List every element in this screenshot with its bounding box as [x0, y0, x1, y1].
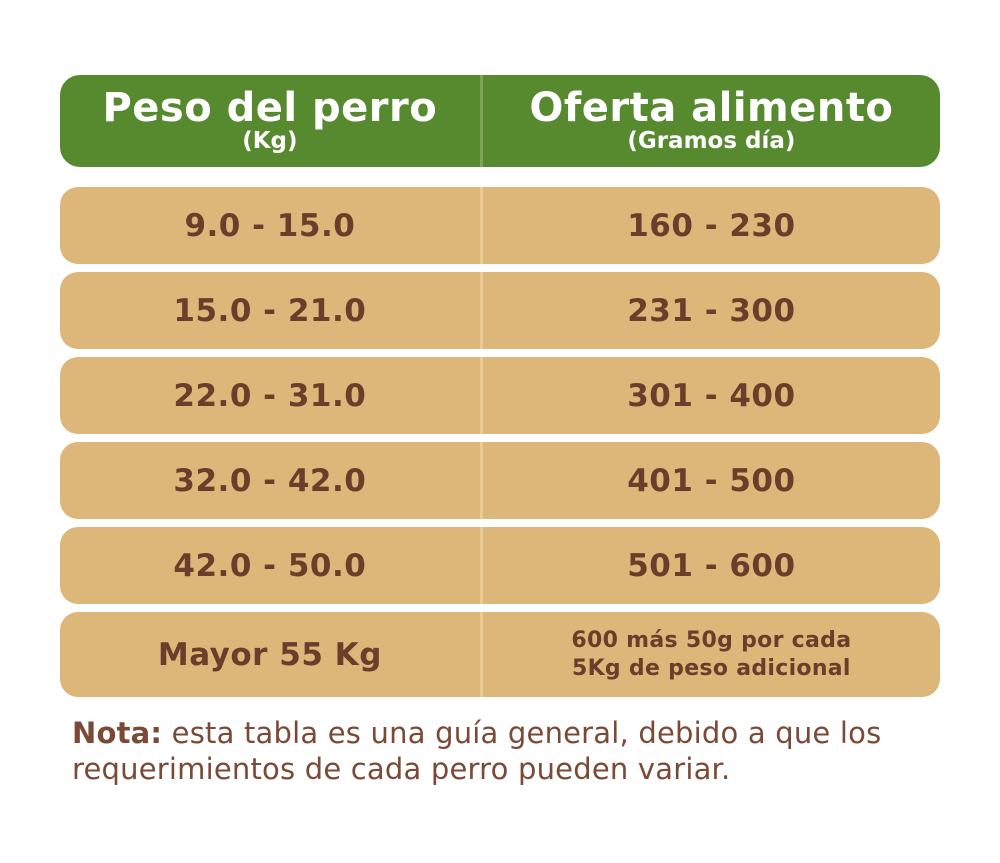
food-value: 401 - 500 [627, 462, 796, 499]
food-cell: 231 - 300 [483, 272, 940, 349]
column-divider [479, 75, 483, 167]
weight-value: 32.0 - 42.0 [173, 462, 367, 499]
weight-value: Mayor 55 Kg [157, 636, 382, 673]
table-row: 42.0 - 50.0 501 - 600 [60, 527, 940, 604]
footnote: Nota: esta tabla es una guía general, de… [72, 716, 938, 788]
table-row: 32.0 - 42.0 401 - 500 [60, 442, 940, 519]
food-value: 501 - 600 [627, 547, 796, 584]
header-subtitle-kg: (Kg) [242, 128, 298, 155]
footnote-label: Nota: [72, 716, 163, 750]
column-divider [479, 442, 483, 519]
column-divider [479, 612, 483, 697]
food-cell: 501 - 600 [483, 527, 940, 604]
column-divider [479, 357, 483, 434]
table-row: 9.0 - 15.0 160 - 230 [60, 187, 940, 264]
header-cell-dog-weight: Peso del perro (Kg) [60, 75, 480, 167]
column-divider [479, 187, 483, 264]
weight-cell: 32.0 - 42.0 [60, 442, 480, 519]
weight-value: 22.0 - 31.0 [173, 377, 367, 414]
column-divider [479, 272, 483, 349]
food-cell: 600 más 50g por cada 5Kg de peso adicion… [483, 612, 940, 697]
table-row: 22.0 - 31.0 301 - 400 [60, 357, 940, 434]
footnote-text: esta tabla es una guía general, debido a… [72, 716, 882, 786]
weight-cell: 22.0 - 31.0 [60, 357, 480, 434]
food-cell: 301 - 400 [483, 357, 940, 434]
column-divider [479, 527, 483, 604]
table-row: 15.0 - 21.0 231 - 300 [60, 272, 940, 349]
header-title-dog-weight: Peso del perro [102, 85, 438, 132]
weight-cell: 15.0 - 21.0 [60, 272, 480, 349]
table-header-row: Peso del perro (Kg) Oferta alimento (Gra… [60, 75, 940, 167]
table-row: Mayor 55 Kg 600 más 50g por cada 5Kg de … [60, 612, 940, 697]
weight-value: 15.0 - 21.0 [173, 292, 367, 329]
food-value: 160 - 230 [627, 207, 796, 244]
food-cell: 401 - 500 [483, 442, 940, 519]
food-value: 301 - 400 [627, 377, 796, 414]
header-subtitle-grams-day: (Gramos día) [627, 128, 796, 155]
feeding-guide-table: Peso del perro (Kg) Oferta alimento (Gra… [60, 75, 940, 697]
weight-cell: 42.0 - 50.0 [60, 527, 480, 604]
weight-value: 42.0 - 50.0 [173, 547, 367, 584]
header-cell-food-offer: Oferta alimento (Gramos día) [483, 75, 940, 167]
food-value-line-2: 5Kg de peso adicional [571, 655, 851, 681]
weight-cell: Mayor 55 Kg [60, 612, 480, 697]
header-title-food-offer: Oferta alimento [529, 85, 894, 132]
food-cell: 160 - 230 [483, 187, 940, 264]
weight-value: 9.0 - 15.0 [184, 207, 356, 244]
weight-cell: 9.0 - 15.0 [60, 187, 480, 264]
food-value-line-1: 600 más 50g por cada [571, 628, 852, 653]
food-value: 231 - 300 [627, 292, 796, 329]
